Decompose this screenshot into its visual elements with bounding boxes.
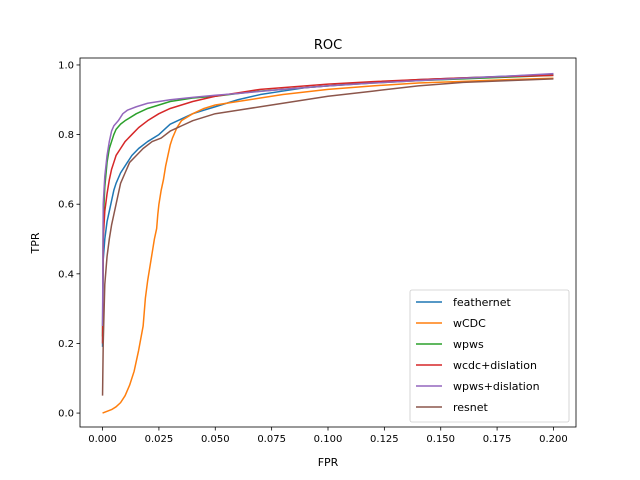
series-line-1 <box>102 77 554 414</box>
x-tick-label: 0.125 <box>370 434 399 445</box>
legend: feathernet wCDC wpws wcdc+dislation wpws+dis… <box>409 289 570 423</box>
y-tick-label: 1.0 <box>58 60 74 71</box>
legend-entry: wpws+dislation <box>453 380 540 393</box>
series-line-5 <box>101 78 554 396</box>
y-tick-label: 0.2 <box>58 339 74 350</box>
x-tick-label: 0.175 <box>483 434 512 445</box>
y-tick-label: 0.6 <box>58 200 74 211</box>
x-tick-label: 0.025 <box>145 434 174 445</box>
legend-entry: resnet <box>453 401 489 414</box>
y-tick-label: 0.8 <box>58 130 74 141</box>
series-line-4 <box>101 72 554 327</box>
y-axis-label: TPR <box>29 232 42 254</box>
series-lines <box>101 72 554 414</box>
axes: 0.000 0.025 0.050 0.075 0.100 0.125 0.150 0.175… <box>58 57 577 445</box>
legend-entry: wpws <box>453 338 484 351</box>
y-tick-label: 0.4 <box>58 269 74 280</box>
series-line-3 <box>101 74 554 344</box>
legend-entry: feathernet <box>453 296 512 309</box>
x-tick-label: 0.050 <box>201 434 230 445</box>
chart-title: ROC <box>314 38 342 53</box>
x-tick-label: 0.150 <box>426 434 455 445</box>
x-tick-label: 0.100 <box>314 434 343 445</box>
x-tick-label: 0.000 <box>88 434 117 445</box>
x-axis-label: FPR <box>318 456 339 469</box>
x-tick-label: 0.200 <box>539 434 568 445</box>
x-tick-label: 0.075 <box>257 434 286 445</box>
legend-entry: wcdc+dislation <box>453 359 537 372</box>
y-tick-label: 0.0 <box>58 409 74 420</box>
legend-entry: wCDC <box>453 317 486 330</box>
legend-box <box>409 289 570 423</box>
